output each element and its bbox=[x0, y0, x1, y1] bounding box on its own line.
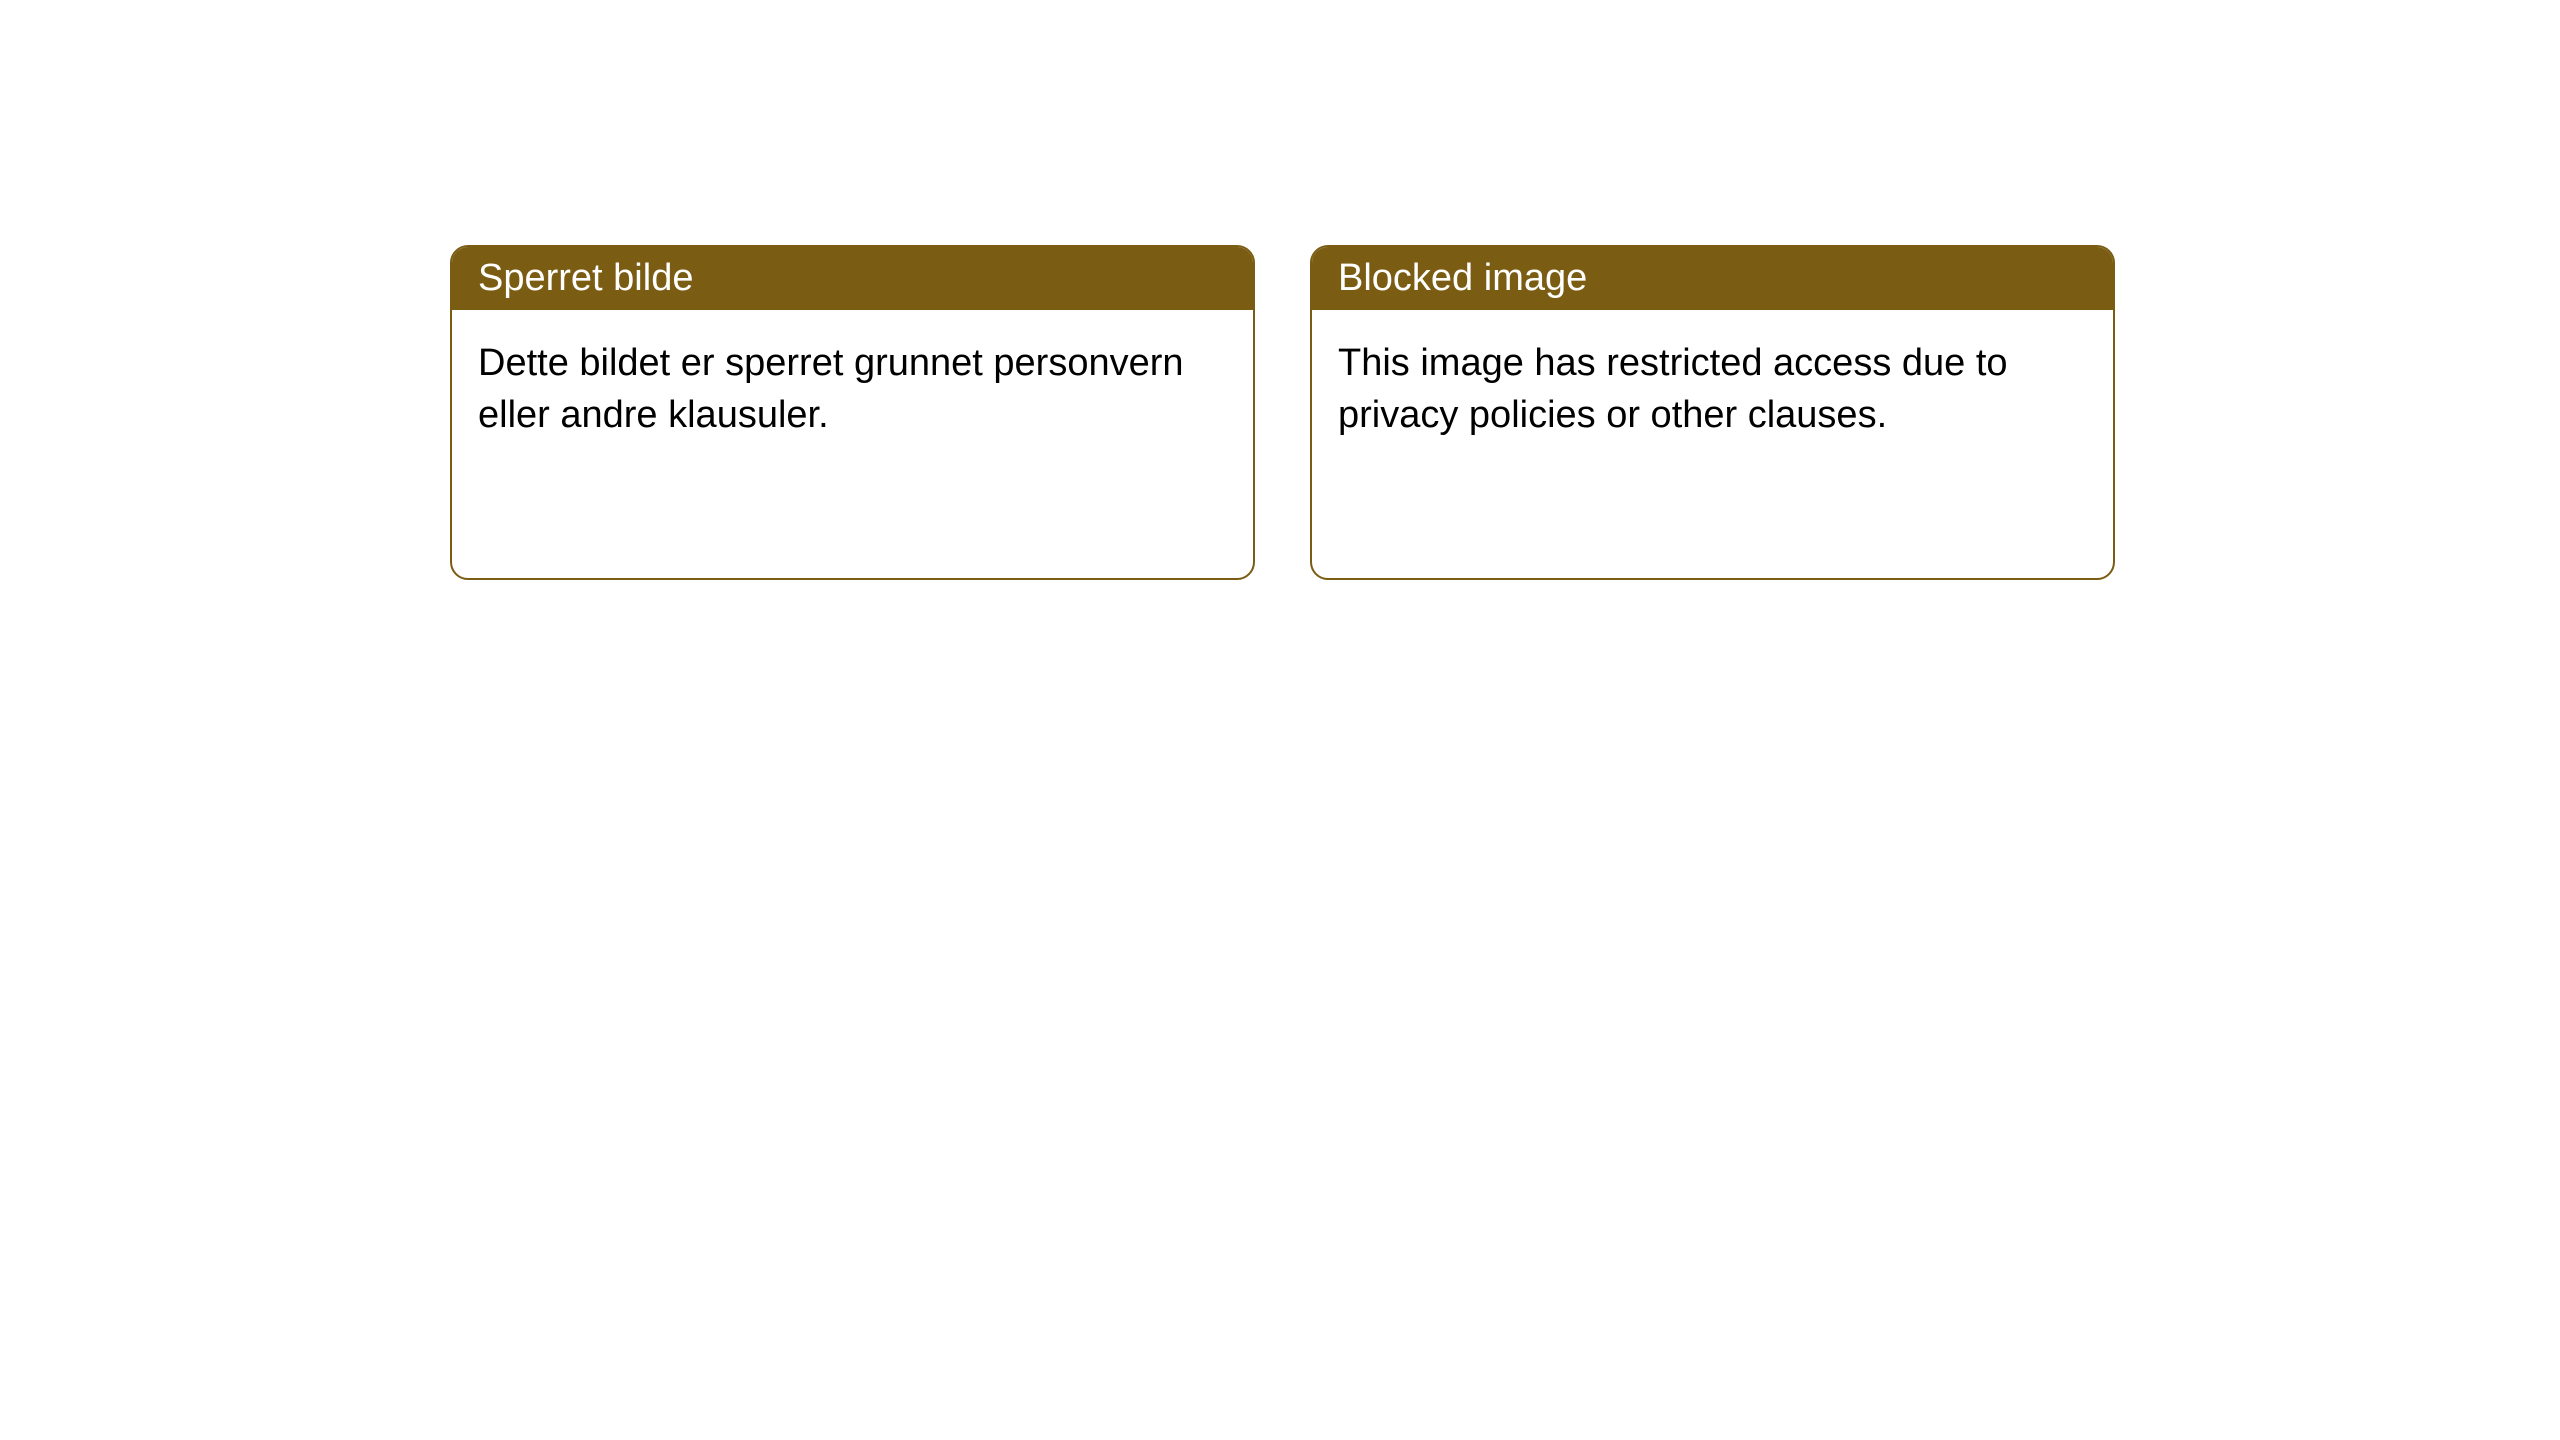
notice-card-english: Blocked image This image has restricted … bbox=[1310, 245, 2115, 580]
notice-card-norwegian: Sperret bilde Dette bildet er sperret gr… bbox=[450, 245, 1255, 580]
notice-title: Sperret bilde bbox=[452, 247, 1253, 310]
notice-title: Blocked image bbox=[1312, 247, 2113, 310]
notice-container: Sperret bilde Dette bildet er sperret gr… bbox=[0, 0, 2560, 580]
notice-body-text: Dette bildet er sperret grunnet personve… bbox=[452, 310, 1253, 469]
notice-body-text: This image has restricted access due to … bbox=[1312, 310, 2113, 469]
